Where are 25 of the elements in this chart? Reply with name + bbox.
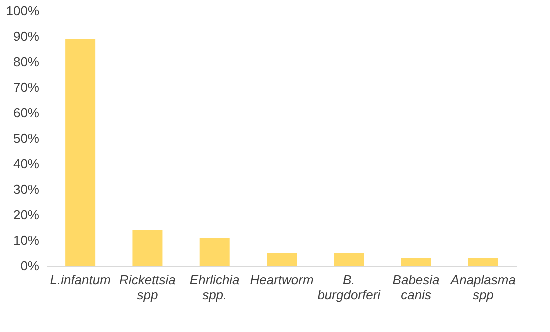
y-tick-label: 60% [13,106,40,120]
y-tick-label: 20% [13,208,40,222]
y-tick-label: 80% [13,54,40,70]
x-tick-label: Babesia canis [392,272,440,302]
bar [132,230,163,266]
y-tick-label: 50% [13,131,40,146]
y-tick-label: 40% [13,156,40,172]
bar [468,258,498,266]
x-tick-label: Heartworm [250,272,314,288]
y-tick-label: 0% [20,258,40,274]
bar [334,253,364,266]
x-tick-label: L.infantum [50,272,112,288]
x-tick-label: B. burgdorferi [318,272,382,302]
bar [401,258,432,266]
bar [267,253,297,266]
y-tick-label: 70% [13,80,40,95]
y-tick-label: 10% [13,233,40,248]
bar [200,238,230,266]
y-tick-label: 90% [13,29,40,44]
y-tick-label: 100% [6,4,40,18]
x-tick-label: Rickettsia spp [120,272,176,302]
x-tick-label: Anaplasma spp [450,272,516,302]
x-tick-label: Ehrlichia spp. [190,272,240,302]
y-tick-label: 30% [13,182,40,197]
bar [66,39,96,266]
